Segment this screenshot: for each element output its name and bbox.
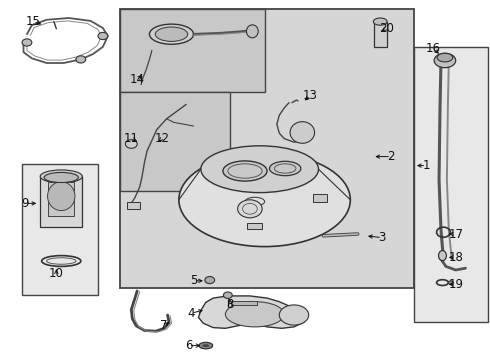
- Bar: [414, 47, 488, 322]
- Ellipse shape: [48, 182, 75, 211]
- Text: 19: 19: [448, 278, 463, 291]
- Ellipse shape: [202, 344, 209, 347]
- Circle shape: [76, 56, 86, 63]
- Ellipse shape: [270, 161, 301, 176]
- Text: 3: 3: [378, 231, 386, 244]
- Ellipse shape: [373, 18, 387, 25]
- Bar: [120, 9, 265, 92]
- Text: 18: 18: [448, 251, 463, 264]
- Ellipse shape: [155, 27, 188, 41]
- Ellipse shape: [437, 53, 453, 62]
- Ellipse shape: [179, 153, 350, 247]
- Bar: [374, 22, 387, 47]
- Bar: [120, 92, 230, 191]
- Ellipse shape: [201, 146, 318, 193]
- Circle shape: [205, 276, 215, 284]
- Ellipse shape: [199, 342, 213, 349]
- Text: 11: 11: [124, 132, 139, 145]
- Text: 16: 16: [426, 42, 441, 55]
- Text: 4: 4: [187, 307, 195, 320]
- Ellipse shape: [149, 24, 194, 44]
- Bar: [247, 223, 262, 229]
- Circle shape: [98, 32, 108, 40]
- Text: 20: 20: [379, 22, 393, 35]
- Text: 7: 7: [160, 319, 168, 332]
- Text: 1: 1: [422, 159, 430, 172]
- Bar: [127, 202, 140, 209]
- Polygon shape: [198, 296, 306, 328]
- Bar: [313, 194, 327, 202]
- Ellipse shape: [439, 251, 446, 261]
- Text: 6: 6: [185, 339, 193, 352]
- Bar: [231, 301, 257, 305]
- Text: 17: 17: [448, 228, 463, 240]
- Text: 5: 5: [190, 274, 197, 287]
- Text: 2: 2: [387, 150, 395, 163]
- Text: 8: 8: [226, 298, 234, 311]
- Bar: [22, 164, 98, 295]
- Bar: [120, 9, 414, 288]
- Ellipse shape: [225, 302, 284, 327]
- Ellipse shape: [40, 170, 82, 183]
- Ellipse shape: [223, 161, 267, 181]
- Text: 10: 10: [49, 267, 64, 280]
- Ellipse shape: [279, 305, 309, 325]
- Bar: [40, 176, 82, 227]
- Circle shape: [125, 140, 137, 148]
- Circle shape: [238, 200, 262, 218]
- Text: 14: 14: [130, 73, 145, 86]
- Text: 15: 15: [26, 15, 41, 28]
- Text: 12: 12: [154, 132, 169, 145]
- Ellipse shape: [44, 172, 78, 183]
- Text: 13: 13: [303, 89, 318, 102]
- Circle shape: [22, 39, 32, 46]
- Bar: [48, 182, 74, 216]
- Circle shape: [223, 292, 232, 298]
- Ellipse shape: [246, 25, 258, 38]
- Circle shape: [448, 281, 453, 284]
- Text: 9: 9: [22, 197, 29, 210]
- Ellipse shape: [290, 122, 315, 143]
- Ellipse shape: [434, 53, 456, 68]
